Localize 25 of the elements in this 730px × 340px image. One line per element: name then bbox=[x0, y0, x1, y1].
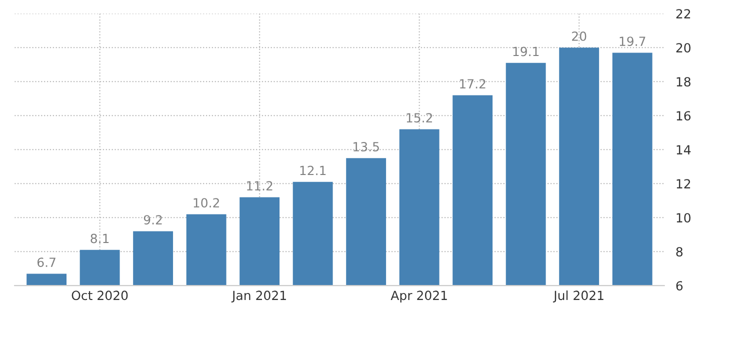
x-tick-label: Apr 2021 bbox=[390, 290, 447, 303]
y-tick-label: 14 bbox=[676, 145, 691, 154]
y-tick-label: 8 bbox=[676, 247, 683, 257]
y-tick-label: 10 bbox=[676, 213, 690, 223]
data-label: 9.2 bbox=[144, 215, 162, 225]
y-tick-label: 18 bbox=[676, 77, 690, 87]
data-label: 11.2 bbox=[247, 181, 272, 190]
data-label: 20 bbox=[572, 31, 586, 41]
data-label: 19.1 bbox=[513, 46, 539, 56]
y-tick-label: 6 bbox=[676, 281, 683, 291]
x-tick-label: Jan 2021 bbox=[231, 290, 286, 302]
data-label: 10.2 bbox=[194, 198, 219, 208]
data-label: 17.2 bbox=[460, 79, 486, 88]
data-label: 8.1 bbox=[90, 234, 109, 244]
y-tick-label: 12 bbox=[676, 179, 690, 188]
data-label: 6.7 bbox=[37, 258, 56, 268]
x-tick-label: Oct 2020 bbox=[72, 290, 128, 300]
data-label: 13.5 bbox=[354, 142, 379, 152]
y-tick-label: 20 bbox=[676, 43, 690, 53]
x-tick-label: Jul 2021 bbox=[553, 290, 604, 302]
data-label: 12.1 bbox=[300, 166, 326, 176]
y-tick-label: 16 bbox=[676, 111, 691, 121]
y-tick-label: 22 bbox=[676, 9, 690, 18]
data-label: 19.7 bbox=[620, 36, 646, 46]
data-label: 15.2 bbox=[406, 113, 432, 123]
